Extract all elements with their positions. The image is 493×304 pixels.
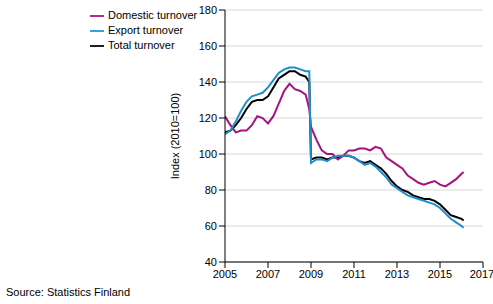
svg-text:2005: 2005 <box>213 268 237 280</box>
svg-text:160: 160 <box>199 40 217 52</box>
svg-text:2017: 2017 <box>470 268 485 280</box>
svg-text:Index (2010=100): Index (2010=100) <box>169 93 181 180</box>
svg-text:2015: 2015 <box>428 268 452 280</box>
html-text:Export turnover: Export turnover <box>108 24 184 37</box>
svg-text:2009: 2009 <box>299 268 323 280</box>
svg-text:140: 140 <box>199 76 217 88</box>
svg-text:60: 60 <box>205 220 217 232</box>
svg-text:100: 100 <box>199 148 217 160</box>
html-text:Domestic turnover: Domestic turnover <box>108 9 198 21</box>
svg-text:2007: 2007 <box>256 268 280 280</box>
svg-text:120: 120 <box>199 112 217 124</box>
svg-text:2011: 2011 <box>342 268 366 280</box>
svg-text:180: 180 <box>199 4 217 16</box>
svg-text:80: 80 <box>205 184 217 196</box>
html-text:Source: Statistics Finland: Source: Statistics Finland <box>6 286 131 298</box>
svg-text:2013: 2013 <box>385 268 409 280</box>
svg-text:40: 40 <box>205 256 217 268</box>
html-text:Total turnover: Total turnover <box>108 39 175 52</box>
